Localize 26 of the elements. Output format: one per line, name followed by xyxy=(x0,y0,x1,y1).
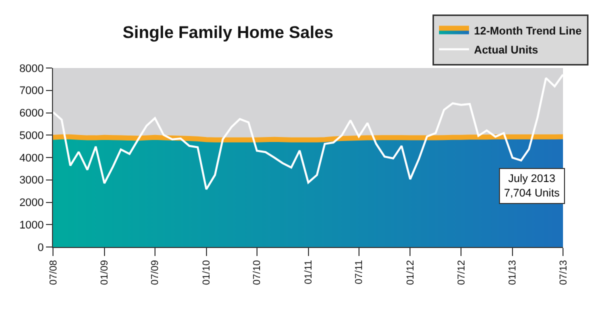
x-tick-label: 01/10 xyxy=(202,260,213,286)
line-series xyxy=(53,74,563,190)
annotation: 7,704 Units xyxy=(504,187,560,200)
x-tick-label: 07/13 xyxy=(558,260,570,286)
x-tick-label: 01/11 xyxy=(304,260,315,284)
y-tick-label: 4000 xyxy=(19,152,44,164)
legend-label: Actual Units xyxy=(474,44,538,57)
chart-title: Single Family Home Sales xyxy=(122,23,334,42)
x-tick-label: 07/08 xyxy=(48,260,60,286)
y-tick-label: 3000 xyxy=(19,174,44,187)
x-tick-label: 07/11 xyxy=(354,260,366,284)
y-tick-label: 0 xyxy=(38,242,44,254)
y-tick-label: 2000 xyxy=(19,197,44,210)
x-tick-label: 07/10 xyxy=(252,260,264,286)
x-tick-label: 01/12 xyxy=(405,260,416,286)
x-tick-label: 07/12 xyxy=(456,260,468,286)
legend-label: 12-Month Trend Line xyxy=(474,26,582,38)
y-tick-label: 5000 xyxy=(19,130,44,142)
x-tick-label: 07/09 xyxy=(150,260,162,286)
y-tick-label: 6000 xyxy=(19,108,44,120)
y-tick-label: 8000 xyxy=(19,62,44,75)
annotation: July 2013 xyxy=(508,173,556,185)
x-tick-label: 01/09 xyxy=(100,260,111,286)
y-tick-label: 7000 xyxy=(19,85,44,98)
x-tick-label: 01/13 xyxy=(508,260,519,286)
y-tick-label: 1000 xyxy=(19,219,44,232)
